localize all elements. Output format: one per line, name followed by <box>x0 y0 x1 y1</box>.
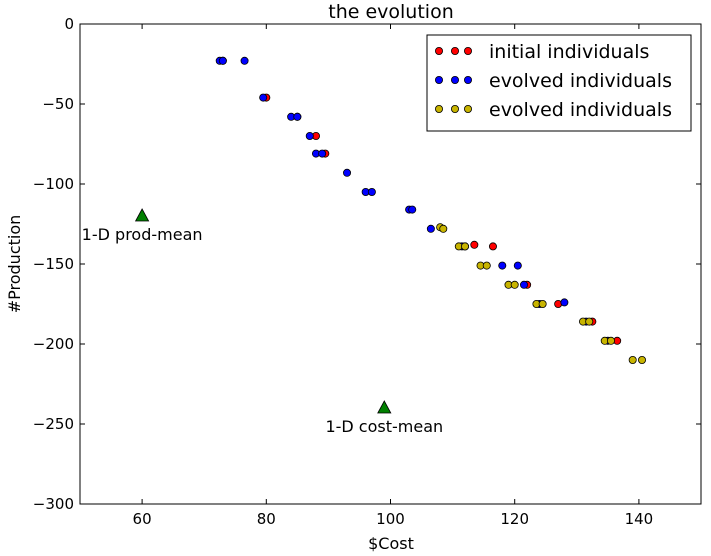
data-point <box>461 242 470 251</box>
data-point <box>498 261 507 270</box>
data-point <box>293 112 302 121</box>
x-tick-label: 140 <box>625 510 654 528</box>
data-point <box>259 93 268 102</box>
chart-title: the evolution <box>328 1 454 23</box>
data-point <box>439 224 448 233</box>
y-tick-label: −300 <box>33 495 74 513</box>
data-point <box>628 355 637 364</box>
y-tick-label: −150 <box>33 255 74 273</box>
data-point <box>510 280 519 289</box>
y-tick-label: −50 <box>42 95 74 113</box>
x-tick-label: 60 <box>133 510 152 528</box>
legend-label: evolved individuals <box>489 70 672 92</box>
legend-marker <box>450 76 459 85</box>
data-point <box>606 336 615 345</box>
legend-label: evolved individuals <box>489 99 672 121</box>
x-axis-title: $Cost <box>368 534 414 553</box>
data-point <box>318 149 327 158</box>
y-tick-label: −200 <box>33 335 74 353</box>
mean-marker <box>134 208 150 222</box>
annotation-label: 1-D cost-mean <box>325 417 443 436</box>
data-point <box>367 187 376 196</box>
data-point <box>343 168 352 177</box>
y-tick-label: 0 <box>64 15 74 33</box>
data-point <box>426 224 435 233</box>
legend-marker <box>463 105 472 114</box>
mean-marker <box>377 400 392 414</box>
y-tick-label: −100 <box>33 175 74 193</box>
data-point <box>470 240 479 249</box>
data-point <box>240 56 249 65</box>
legend-marker <box>463 76 472 85</box>
legend: initial individuals evolved individuals ev… <box>426 34 692 132</box>
data-point <box>560 298 569 307</box>
y-tick-label: −250 <box>33 415 74 433</box>
data-point <box>305 131 314 140</box>
data-point <box>513 261 522 270</box>
legend-marker <box>463 47 472 56</box>
x-tick-label: 80 <box>257 510 276 528</box>
data-point <box>218 56 227 65</box>
legend-label: initial individuals <box>489 41 649 63</box>
data-point <box>520 280 529 289</box>
data-point <box>585 317 594 326</box>
legend-marker <box>434 105 443 114</box>
annotation-label: 1-D prod-mean <box>82 225 203 244</box>
legend-marker <box>450 47 459 56</box>
data-point <box>638 355 647 364</box>
data-point <box>482 261 491 270</box>
x-tick-label: 100 <box>376 510 405 528</box>
data-point <box>408 205 417 214</box>
legend-marker <box>450 105 459 114</box>
legend-marker <box>434 47 443 56</box>
data-point <box>488 242 497 251</box>
legend-marker <box>434 76 443 85</box>
y-axis-title: #Production <box>5 215 24 314</box>
x-tick-label: 120 <box>500 510 529 528</box>
data-point <box>538 299 547 308</box>
